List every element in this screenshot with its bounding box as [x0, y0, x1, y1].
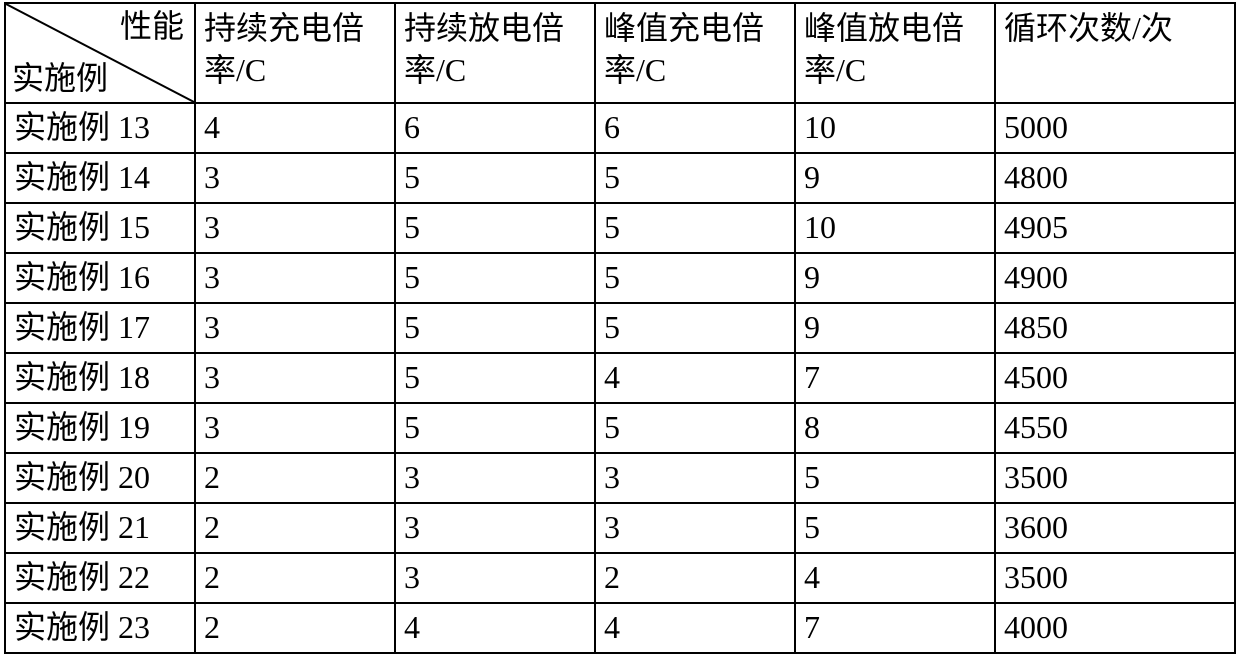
table-row: 实施例 1835474500 [5, 353, 1235, 403]
table-row: 实施例 2223243500 [5, 553, 1235, 603]
cell: 3 [195, 153, 395, 203]
cell: 3 [595, 503, 795, 553]
table-row: 实施例 15355104905 [5, 203, 1235, 253]
column-header: 循环次数/次 [995, 3, 1235, 103]
cell: 3 [595, 453, 795, 503]
cell: 5 [795, 453, 995, 503]
row-label: 实施例 19 [5, 403, 195, 453]
column-header: 峰值充电倍率/C [595, 3, 795, 103]
cell: 9 [795, 303, 995, 353]
cell: 7 [795, 353, 995, 403]
row-label: 实施例 21 [5, 503, 195, 553]
cell: 5 [395, 403, 595, 453]
header-row: 性能 实施例 持续充电倍率/C 持续放电倍率/C 峰值充电倍率/C 峰值放电倍率… [5, 3, 1235, 103]
cell: 4500 [995, 353, 1235, 403]
row-label: 实施例 18 [5, 353, 195, 403]
diagonal-bottom-label: 实施例 [12, 58, 108, 100]
cell: 5 [395, 353, 595, 403]
cell: 4900 [995, 253, 1235, 303]
table-row: 实施例 13466105000 [5, 103, 1235, 153]
cell: 7 [795, 603, 995, 653]
performance-table: 性能 实施例 持续充电倍率/C 持续放电倍率/C 峰值充电倍率/C 峰值放电倍率… [4, 2, 1236, 654]
cell: 6 [595, 103, 795, 153]
cell: 4 [195, 103, 395, 153]
cell: 5 [395, 153, 595, 203]
cell: 3 [195, 303, 395, 353]
cell: 2 [195, 503, 395, 553]
cell: 3 [395, 503, 595, 553]
cell: 5 [595, 253, 795, 303]
cell: 4 [795, 553, 995, 603]
table-row: 实施例 2123353600 [5, 503, 1235, 553]
cell: 3 [395, 453, 595, 503]
table-body: 实施例 13466105000实施例 1435594800实施例 1535510… [5, 103, 1235, 653]
cell: 2 [195, 553, 395, 603]
row-label: 实施例 17 [5, 303, 195, 353]
cell: 5000 [995, 103, 1235, 153]
table-row: 实施例 1635594900 [5, 253, 1235, 303]
column-header: 峰值放电倍率/C [795, 3, 995, 103]
diagonal-header-cell: 性能 实施例 [5, 3, 195, 103]
table-row: 实施例 1735594850 [5, 303, 1235, 353]
cell: 4 [395, 603, 595, 653]
cell: 5 [395, 303, 595, 353]
cell: 10 [795, 103, 995, 153]
cell: 4905 [995, 203, 1235, 253]
cell: 9 [795, 253, 995, 303]
cell: 3 [395, 553, 595, 603]
column-header: 持续放电倍率/C [395, 3, 595, 103]
diagonal-top-label: 性能 [120, 6, 184, 48]
table-row: 实施例 1935584550 [5, 403, 1235, 453]
cell: 6 [395, 103, 595, 153]
cell: 8 [795, 403, 995, 453]
row-label: 实施例 15 [5, 203, 195, 253]
cell: 5 [595, 403, 795, 453]
table-row: 实施例 2324474000 [5, 603, 1235, 653]
cell: 5 [595, 153, 795, 203]
cell: 3500 [995, 453, 1235, 503]
cell: 4000 [995, 603, 1235, 653]
row-label: 实施例 16 [5, 253, 195, 303]
column-header: 持续充电倍率/C [195, 3, 395, 103]
row-label: 实施例 20 [5, 453, 195, 503]
cell: 5 [595, 203, 795, 253]
cell: 4 [595, 353, 795, 403]
cell: 4850 [995, 303, 1235, 353]
row-label: 实施例 13 [5, 103, 195, 153]
row-label: 实施例 22 [5, 553, 195, 603]
cell: 4 [595, 603, 795, 653]
cell: 3 [195, 253, 395, 303]
cell: 10 [795, 203, 995, 253]
row-label: 实施例 23 [5, 603, 195, 653]
cell: 4800 [995, 153, 1235, 203]
cell: 3600 [995, 503, 1235, 553]
cell: 5 [595, 303, 795, 353]
cell: 3500 [995, 553, 1235, 603]
cell: 5 [395, 203, 595, 253]
cell: 2 [195, 453, 395, 503]
cell: 3 [195, 403, 395, 453]
row-label: 实施例 14 [5, 153, 195, 203]
table-row: 实施例 1435594800 [5, 153, 1235, 203]
table-row: 实施例 2023353500 [5, 453, 1235, 503]
cell: 3 [195, 203, 395, 253]
cell: 9 [795, 153, 995, 203]
cell: 5 [795, 503, 995, 553]
cell: 2 [595, 553, 795, 603]
cell: 5 [395, 253, 595, 303]
cell: 2 [195, 603, 395, 653]
cell: 3 [195, 353, 395, 403]
cell: 4550 [995, 403, 1235, 453]
